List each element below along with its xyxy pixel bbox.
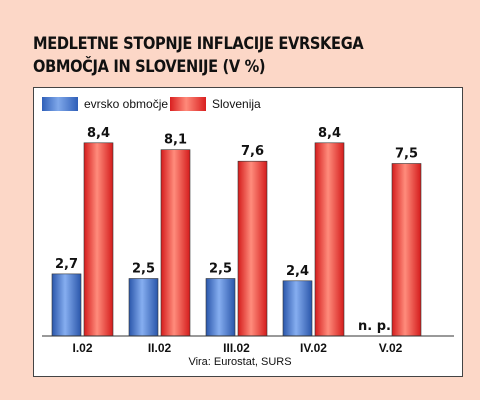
data-label-euro-area-4: 2,4 <box>286 264 309 279</box>
bar-slovenia-4 <box>314 142 345 337</box>
legend-swatch-euro-area <box>42 97 78 111</box>
legend-item-euro-area: evrsko območje <box>42 97 168 111</box>
data-label-euro-area-3: 2,5 <box>209 262 232 277</box>
bar-euro-area-3 <box>205 278 236 337</box>
legend-label-euro-area: evrsko območje <box>84 97 169 111</box>
x-tick-label-1: I.02 <box>72 341 92 355</box>
x-tick-label-3: III.02 <box>223 341 250 355</box>
data-label-slovenia-1: 8,4 <box>87 126 110 141</box>
data-label-slovenia-5: 7,5 <box>395 147 418 162</box>
x-tick-label-5: V.02 <box>379 341 403 355</box>
legend-label-slovenia: Slovenija <box>212 97 261 111</box>
data-label-slovenia-3: 7,6 <box>241 144 264 159</box>
data-label-slovenia-2: 8,1 <box>164 133 187 148</box>
data-label-euro-area-1: 2,7 <box>55 257 78 272</box>
chart-title: MEDLETNE STOPNJE INFLACIJE EVRSKEGA OBMO… <box>33 34 364 77</box>
bar-euro-area-2 <box>128 278 159 337</box>
bar-slovenia-2 <box>160 149 191 337</box>
x-tick-label-4: IV.02 <box>300 341 327 355</box>
data-label-slovenia-4: 8,4 <box>318 126 341 141</box>
bar-slovenia-1 <box>83 142 114 337</box>
source-note: Vira: Eurostat, SURS <box>188 356 292 368</box>
bar-slovenia-5 <box>391 163 422 337</box>
data-label-euro-area-2: 2,5 <box>132 262 155 277</box>
bar-euro-area-1 <box>51 273 82 337</box>
x-tick-label-2: II.02 <box>148 341 172 355</box>
bar-slovenia-3 <box>237 160 268 337</box>
data-label-euro-area-5: n. p. <box>358 319 391 334</box>
legend-item-slovenia: Slovenija <box>170 97 261 111</box>
legend-swatch-slovenia <box>170 97 206 111</box>
bar-euro-area-4 <box>282 280 313 337</box>
